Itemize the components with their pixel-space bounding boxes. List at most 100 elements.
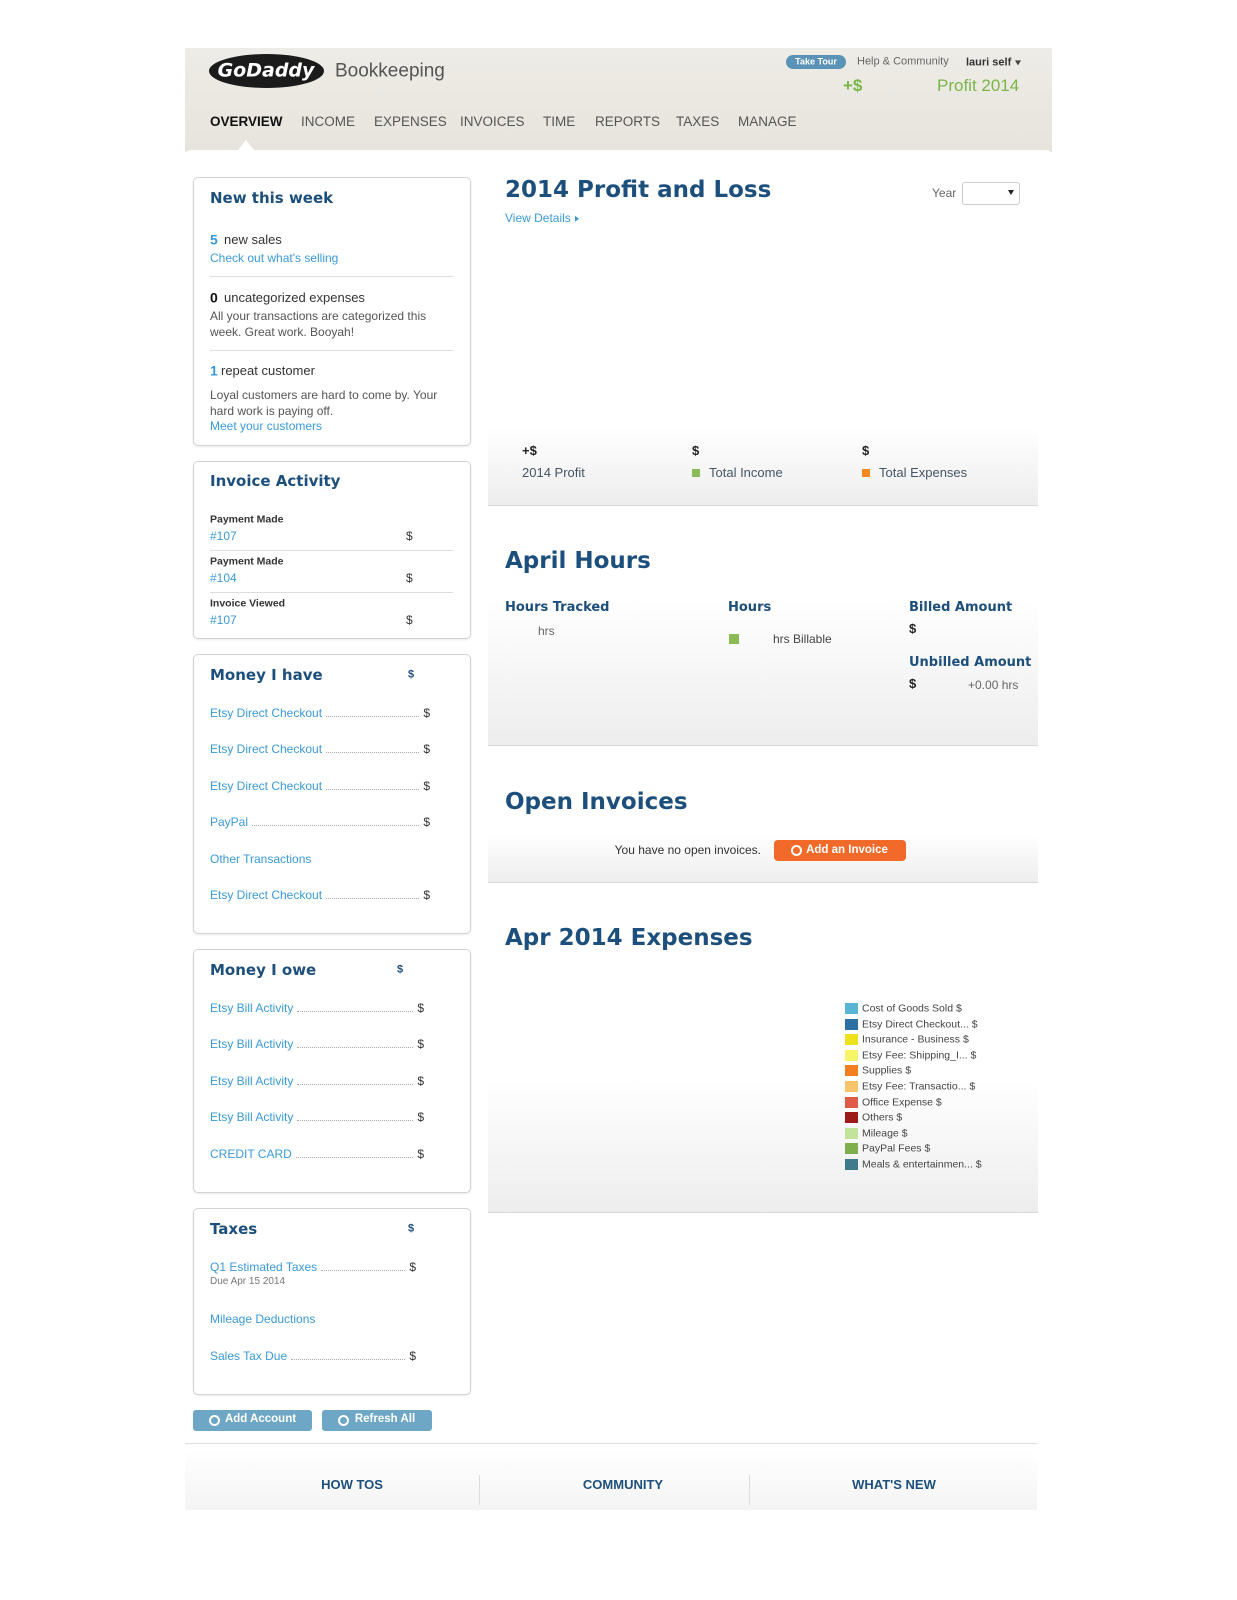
account-name[interactable]: Mileage Deductions bbox=[210, 1312, 316, 1327]
account-name[interactable]: Q1 Estimated Taxes bbox=[210, 1260, 318, 1274]
amount: $ bbox=[909, 621, 917, 637]
activity-invoice[interactable]: #107 bbox=[210, 612, 237, 627]
legend-swatch bbox=[845, 1065, 858, 1077]
take-tour-label[interactable]: Take Tour bbox=[795, 56, 837, 67]
panel-title: Invoice Activity bbox=[210, 472, 341, 490]
user-menu[interactable]: lauri self bbox=[966, 56, 1021, 69]
nav-item[interactable]: OVERVIEW bbox=[210, 113, 283, 129]
nav-item[interactable]: TAXES bbox=[676, 113, 720, 129]
account-name[interactable]: Etsy Bill Activity bbox=[210, 1037, 294, 1052]
section-line bbox=[488, 882, 1038, 883]
footer-link[interactable]: WHAT'S NEW bbox=[852, 1477, 936, 1493]
nav-item[interactable]: MANAGE bbox=[738, 113, 797, 129]
leader-dots bbox=[297, 1001, 414, 1012]
account-name[interactable]: Etsy Direct Checkout bbox=[210, 742, 323, 757]
section-title: 2014 Profit and Loss bbox=[505, 177, 772, 204]
account-name[interactable]: Etsy Direct Checkout bbox=[210, 888, 323, 902]
customer-link[interactable]: Meet your customers bbox=[210, 418, 323, 433]
account-name[interactable]: Etsy Bill Activity bbox=[210, 1001, 294, 1015]
year-select[interactable] bbox=[962, 182, 1020, 205]
panel bbox=[193, 1208, 471, 1395]
panel-currency: $ bbox=[408, 668, 415, 681]
account-row[interactable]: Etsy Direct Checkout $ bbox=[210, 705, 430, 721]
take-tour-button[interactable] bbox=[786, 55, 846, 69]
account-row[interactable]: Etsy Bill Activity $ bbox=[210, 1000, 424, 1016]
account-name[interactable]: Other Transactions bbox=[210, 851, 312, 866]
activity-invoice[interactable]: #104 bbox=[210, 570, 237, 585]
sidebar-button[interactable] bbox=[322, 1410, 432, 1431]
activity-status: Payment Made bbox=[210, 513, 284, 526]
account-currency: $ bbox=[417, 1110, 424, 1125]
nav-pointer bbox=[238, 140, 254, 150]
leader-dots bbox=[326, 888, 420, 899]
account-currency: $ bbox=[417, 1146, 424, 1161]
nav-item[interactable]: REPORTS bbox=[595, 113, 661, 129]
account-row[interactable]: PayPal $ bbox=[210, 814, 430, 830]
account-row[interactable]: Etsy Direct Checkout $ bbox=[210, 887, 430, 903]
account-name[interactable]: Etsy Bill Activity bbox=[210, 1110, 294, 1125]
help-link[interactable]: Help & Community bbox=[857, 55, 949, 68]
sidebar-button-label[interactable]: Add Account bbox=[224, 1413, 297, 1426]
account-row[interactable]: Other Transactions bbox=[210, 851, 430, 867]
legend-label: Office Expense $ bbox=[862, 1096, 942, 1109]
legend-label: Supplies $ bbox=[862, 1065, 912, 1078]
nav-item[interactable]: EXPENSES bbox=[374, 113, 447, 129]
legend-swatch bbox=[862, 469, 870, 477]
logo bbox=[209, 54, 324, 88]
button-icon[interactable] bbox=[338, 1415, 349, 1426]
activity-invoice[interactable]: #107 bbox=[210, 528, 237, 543]
nav-item[interactable]: TIME bbox=[543, 113, 576, 129]
panel bbox=[193, 949, 471, 1193]
sidebar-button[interactable] bbox=[193, 1410, 312, 1431]
account-row[interactable]: Q1 Estimated Taxes $ bbox=[210, 1259, 416, 1275]
button-icon[interactable] bbox=[791, 845, 802, 856]
footer-link[interactable]: HOW TOS bbox=[321, 1477, 383, 1493]
sales-link[interactable]: Check out what's selling bbox=[210, 250, 339, 265]
leader-dots bbox=[252, 815, 420, 827]
account-name[interactable]: Sales Tax Due bbox=[210, 1348, 288, 1363]
account-name[interactable]: Etsy Direct Checkout bbox=[210, 706, 323, 720]
account-row[interactable]: Etsy Bill Activity $ bbox=[210, 1073, 424, 1089]
activity-status: Payment Made bbox=[210, 555, 284, 568]
hours-heading: Billed Amount bbox=[909, 600, 1013, 616]
account-row[interactable]: CREDIT CARD $ bbox=[210, 1146, 424, 1162]
add-invoice-label[interactable]: Add an Invoice bbox=[806, 844, 888, 857]
sidebar-button-label[interactable]: Refresh All bbox=[354, 1413, 416, 1426]
leader-dots bbox=[321, 1260, 406, 1271]
account-row[interactable]: Etsy Bill Activity $ bbox=[210, 1036, 424, 1052]
select-caret[interactable] bbox=[1008, 190, 1014, 195]
summary-label: 2014 Profit bbox=[522, 465, 585, 481]
account-row[interactable]: Etsy Direct Checkout $ bbox=[210, 741, 430, 757]
customer-note: Loyal customers are hard to come by. You… bbox=[210, 388, 438, 418]
nav-item[interactable]: INVOICES bbox=[460, 113, 525, 129]
footer-divider bbox=[749, 1475, 750, 1505]
hours-heading: Unbilled Amount bbox=[909, 655, 1032, 671]
account-row[interactable]: Sales Tax Due $ bbox=[210, 1348, 416, 1364]
account-currency: $ bbox=[423, 815, 430, 830]
leader-dots bbox=[291, 1349, 406, 1360]
legend-label: Insurance - Business $ bbox=[862, 1033, 969, 1046]
account-row[interactable]: Etsy Direct Checkout $ bbox=[210, 778, 430, 794]
add-invoice-button[interactable] bbox=[774, 840, 906, 861]
details-link[interactable]: View Details bbox=[505, 211, 579, 225]
legend-swatch bbox=[845, 1112, 858, 1124]
profit-sign: +$ bbox=[843, 75, 863, 95]
account-name[interactable]: Etsy Bill Activity bbox=[210, 1073, 294, 1088]
account-name[interactable]: Etsy Direct Checkout bbox=[210, 778, 323, 793]
button-icon[interactable] bbox=[209, 1415, 220, 1426]
nav-item[interactable]: INCOME bbox=[301, 113, 355, 129]
summary-amount: $ bbox=[692, 443, 700, 459]
legend-label: PayPal Fees $ bbox=[862, 1143, 931, 1156]
panel-title: Money I owe bbox=[210, 961, 317, 979]
legend-swatch bbox=[845, 1159, 858, 1170]
account-row[interactable]: Mileage Deductions bbox=[210, 1311, 416, 1327]
legend-swatch bbox=[692, 469, 700, 477]
account-row[interactable]: Etsy Bill Activity $ bbox=[210, 1109, 424, 1125]
footer-link[interactable]: COMMUNITY bbox=[582, 1477, 664, 1493]
activity-currency: $ bbox=[406, 528, 413, 543]
account-name[interactable]: CREDIT CARD bbox=[210, 1146, 292, 1161]
account-name[interactable]: PayPal bbox=[210, 815, 249, 830]
sales-count: 5 bbox=[210, 231, 218, 248]
legend-label: Meals & entertainmen... $ bbox=[862, 1158, 982, 1171]
